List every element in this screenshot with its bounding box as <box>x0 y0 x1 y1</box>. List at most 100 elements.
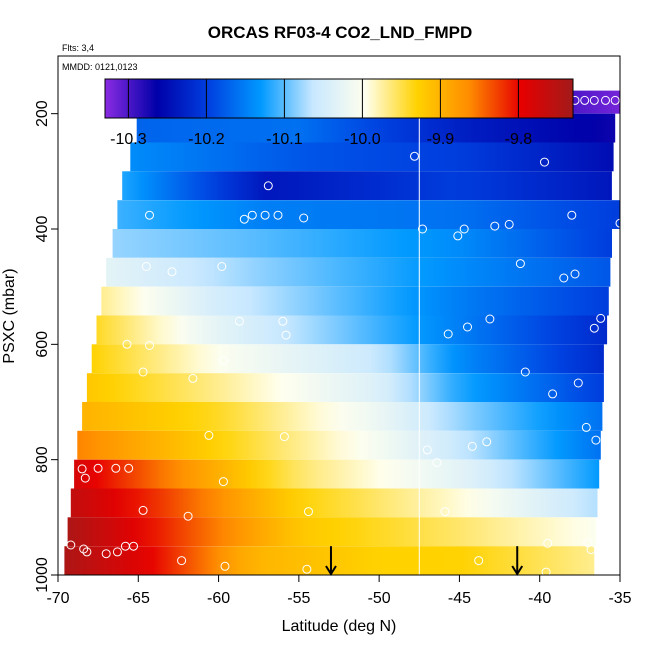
y-axis: 200 400 600 800 1000 <box>34 100 58 593</box>
colorbar-tick-label: -10.0 <box>344 131 381 148</box>
heatmap-band <box>101 286 609 316</box>
x-tick-label: -60 <box>207 590 230 607</box>
colorbar-tick-label: -10.3 <box>110 131 147 148</box>
y-tick-label: 1000 <box>34 557 51 593</box>
observation-point <box>504 219 514 229</box>
x-tick-label: -45 <box>448 590 471 607</box>
observation-point <box>145 341 154 350</box>
observation-point <box>77 464 87 474</box>
observation-point <box>540 157 549 167</box>
x-tick-label: -70 <box>46 590 69 607</box>
x-axis-label: Latitude (deg N) <box>282 618 397 635</box>
plot-area <box>64 90 625 577</box>
observation-point <box>304 507 313 517</box>
observation-point <box>281 330 291 340</box>
y-tick-label: 200 <box>34 100 51 127</box>
x-tick-label: -50 <box>368 590 391 607</box>
observation-point <box>490 221 500 231</box>
observation-point <box>141 262 151 271</box>
observation-point <box>80 473 90 483</box>
heatmap-band <box>112 229 612 258</box>
observation-point <box>220 561 230 571</box>
observation-point <box>188 373 198 383</box>
observation-point <box>167 267 177 277</box>
observation-point <box>432 458 442 468</box>
observation-point <box>463 322 472 332</box>
observation-point <box>302 564 312 574</box>
observation-point <box>453 231 463 241</box>
colorbar-tick-label: -10.2 <box>188 131 225 148</box>
observation-point <box>567 210 577 220</box>
observation-point <box>279 432 289 442</box>
observation-point <box>101 549 111 559</box>
colorbar-tick-label: -9.9 <box>427 131 455 148</box>
heatmap-band <box>74 459 600 489</box>
arrow-down-icon <box>511 546 524 576</box>
observation-point <box>610 95 620 105</box>
x-tick-label: -40 <box>528 590 551 607</box>
observation-point <box>234 316 244 326</box>
observation-point <box>482 437 492 447</box>
observation-point <box>273 210 283 220</box>
x-tick-label: -55 <box>287 590 310 607</box>
y-tick-label: 600 <box>34 331 51 358</box>
observation-point <box>122 339 132 349</box>
colorbar-gradient <box>104 78 574 119</box>
observation-point <box>183 511 193 521</box>
arrow-down-icon <box>325 546 337 576</box>
heatmap-band <box>106 257 611 287</box>
observation-point <box>177 556 187 566</box>
observation-point <box>82 547 92 557</box>
observation-point <box>589 95 599 105</box>
observation-point <box>586 545 596 555</box>
observation-point <box>138 505 148 515</box>
observation-point <box>145 210 154 220</box>
observation-point <box>111 463 121 473</box>
colorbar-tick-label: -10.1 <box>266 131 303 148</box>
observation-point <box>260 210 270 220</box>
observation-point <box>247 210 257 220</box>
observation-point <box>138 367 148 377</box>
observation-point <box>410 151 419 161</box>
heatmap-band <box>67 517 596 547</box>
chart-title: ORCAS RF03-4 CO2_LND_FMPD <box>208 23 473 42</box>
x-tick-label: -65 <box>127 590 150 607</box>
observation-point <box>204 430 214 440</box>
observation-point <box>129 541 138 551</box>
y-tick-label: 400 <box>34 216 51 243</box>
flights-note: Flts: 3,4 <box>62 43 94 53</box>
observation-point <box>239 214 249 224</box>
observation-point <box>66 540 76 550</box>
heatmap-band <box>96 315 608 345</box>
y-tick-label: 800 <box>34 446 51 473</box>
colorbar-tick-label: -9.8 <box>505 131 533 148</box>
observation-point <box>79 544 89 554</box>
observation-point <box>278 316 288 326</box>
observation-point <box>541 567 551 577</box>
observation-point <box>217 262 227 271</box>
heatmap-band <box>122 171 612 201</box>
observation-point <box>543 538 553 548</box>
observation-point <box>124 463 134 473</box>
observation-point <box>596 313 606 323</box>
x-tick-label: -35 <box>608 590 631 607</box>
observation-point <box>218 356 228 365</box>
y-axis-label: PSXC (mbar) <box>1 268 18 363</box>
observation-point <box>299 213 309 223</box>
heatmap-band <box>91 344 604 374</box>
observation-point <box>581 422 591 432</box>
observation-point <box>93 463 103 473</box>
colorbar: -10.3 -10.2 -10.1 -10.0 -9.9 -9.8 <box>104 78 574 148</box>
observation-point <box>520 367 530 377</box>
plot-frame <box>57 55 621 576</box>
observation-point <box>263 181 273 191</box>
dates-note: MMDD: 0121,0123 <box>62 62 138 72</box>
observation-point <box>474 556 484 566</box>
observation-point <box>559 273 569 283</box>
observation-point <box>218 477 228 487</box>
heatmap-band <box>117 200 621 229</box>
heatmap-band <box>77 430 601 460</box>
observation-point <box>422 445 432 455</box>
heatmap-band <box>130 142 614 172</box>
